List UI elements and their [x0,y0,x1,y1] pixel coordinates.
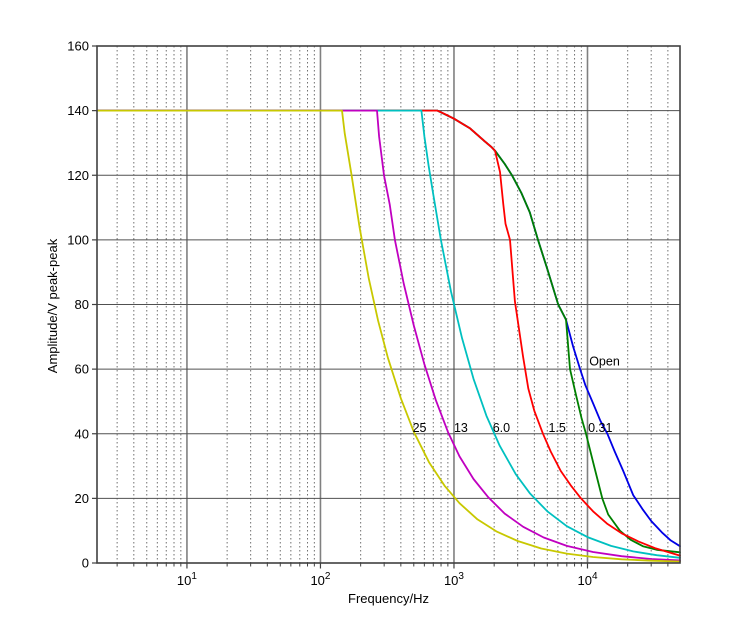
x-axis-title: Frequency/Hz [348,591,429,606]
curve-label-0-31: 0.31 [588,421,612,435]
curve-label-6-0: 6.0 [493,421,510,435]
curve-label-1-5: 1.5 [548,421,565,435]
x-tick-label: 101 [177,571,197,588]
series-line-6-0 [96,109,681,559]
y-axis-title: Amplitude/V peak-peak [45,238,60,374]
series-line-0-31 [96,109,681,554]
series-line-open [96,109,681,548]
x-tick-label: 104 [577,571,597,588]
curve-label-25: 25 [413,421,427,435]
y-tick-label: 20 [75,491,89,506]
series-line-25 [96,109,681,563]
y-tick-label: 140 [67,103,89,118]
y-tick-label: 160 [67,39,89,54]
y-tick-label: 120 [67,168,89,183]
y-tick-label: 60 [75,362,89,377]
series-line-1-5 [96,109,681,557]
curve-label-13: 13 [454,421,468,435]
y-tick-label: 40 [75,426,89,441]
curve-label-open: Open [589,355,620,369]
y-tick-label: 80 [75,297,89,312]
x-tick-label: 103 [444,571,464,588]
y-tick-label: 0 [82,556,89,571]
y-tick-label: 100 [67,232,89,247]
x-tick-label: 102 [310,571,330,588]
series-line-13 [96,109,681,562]
